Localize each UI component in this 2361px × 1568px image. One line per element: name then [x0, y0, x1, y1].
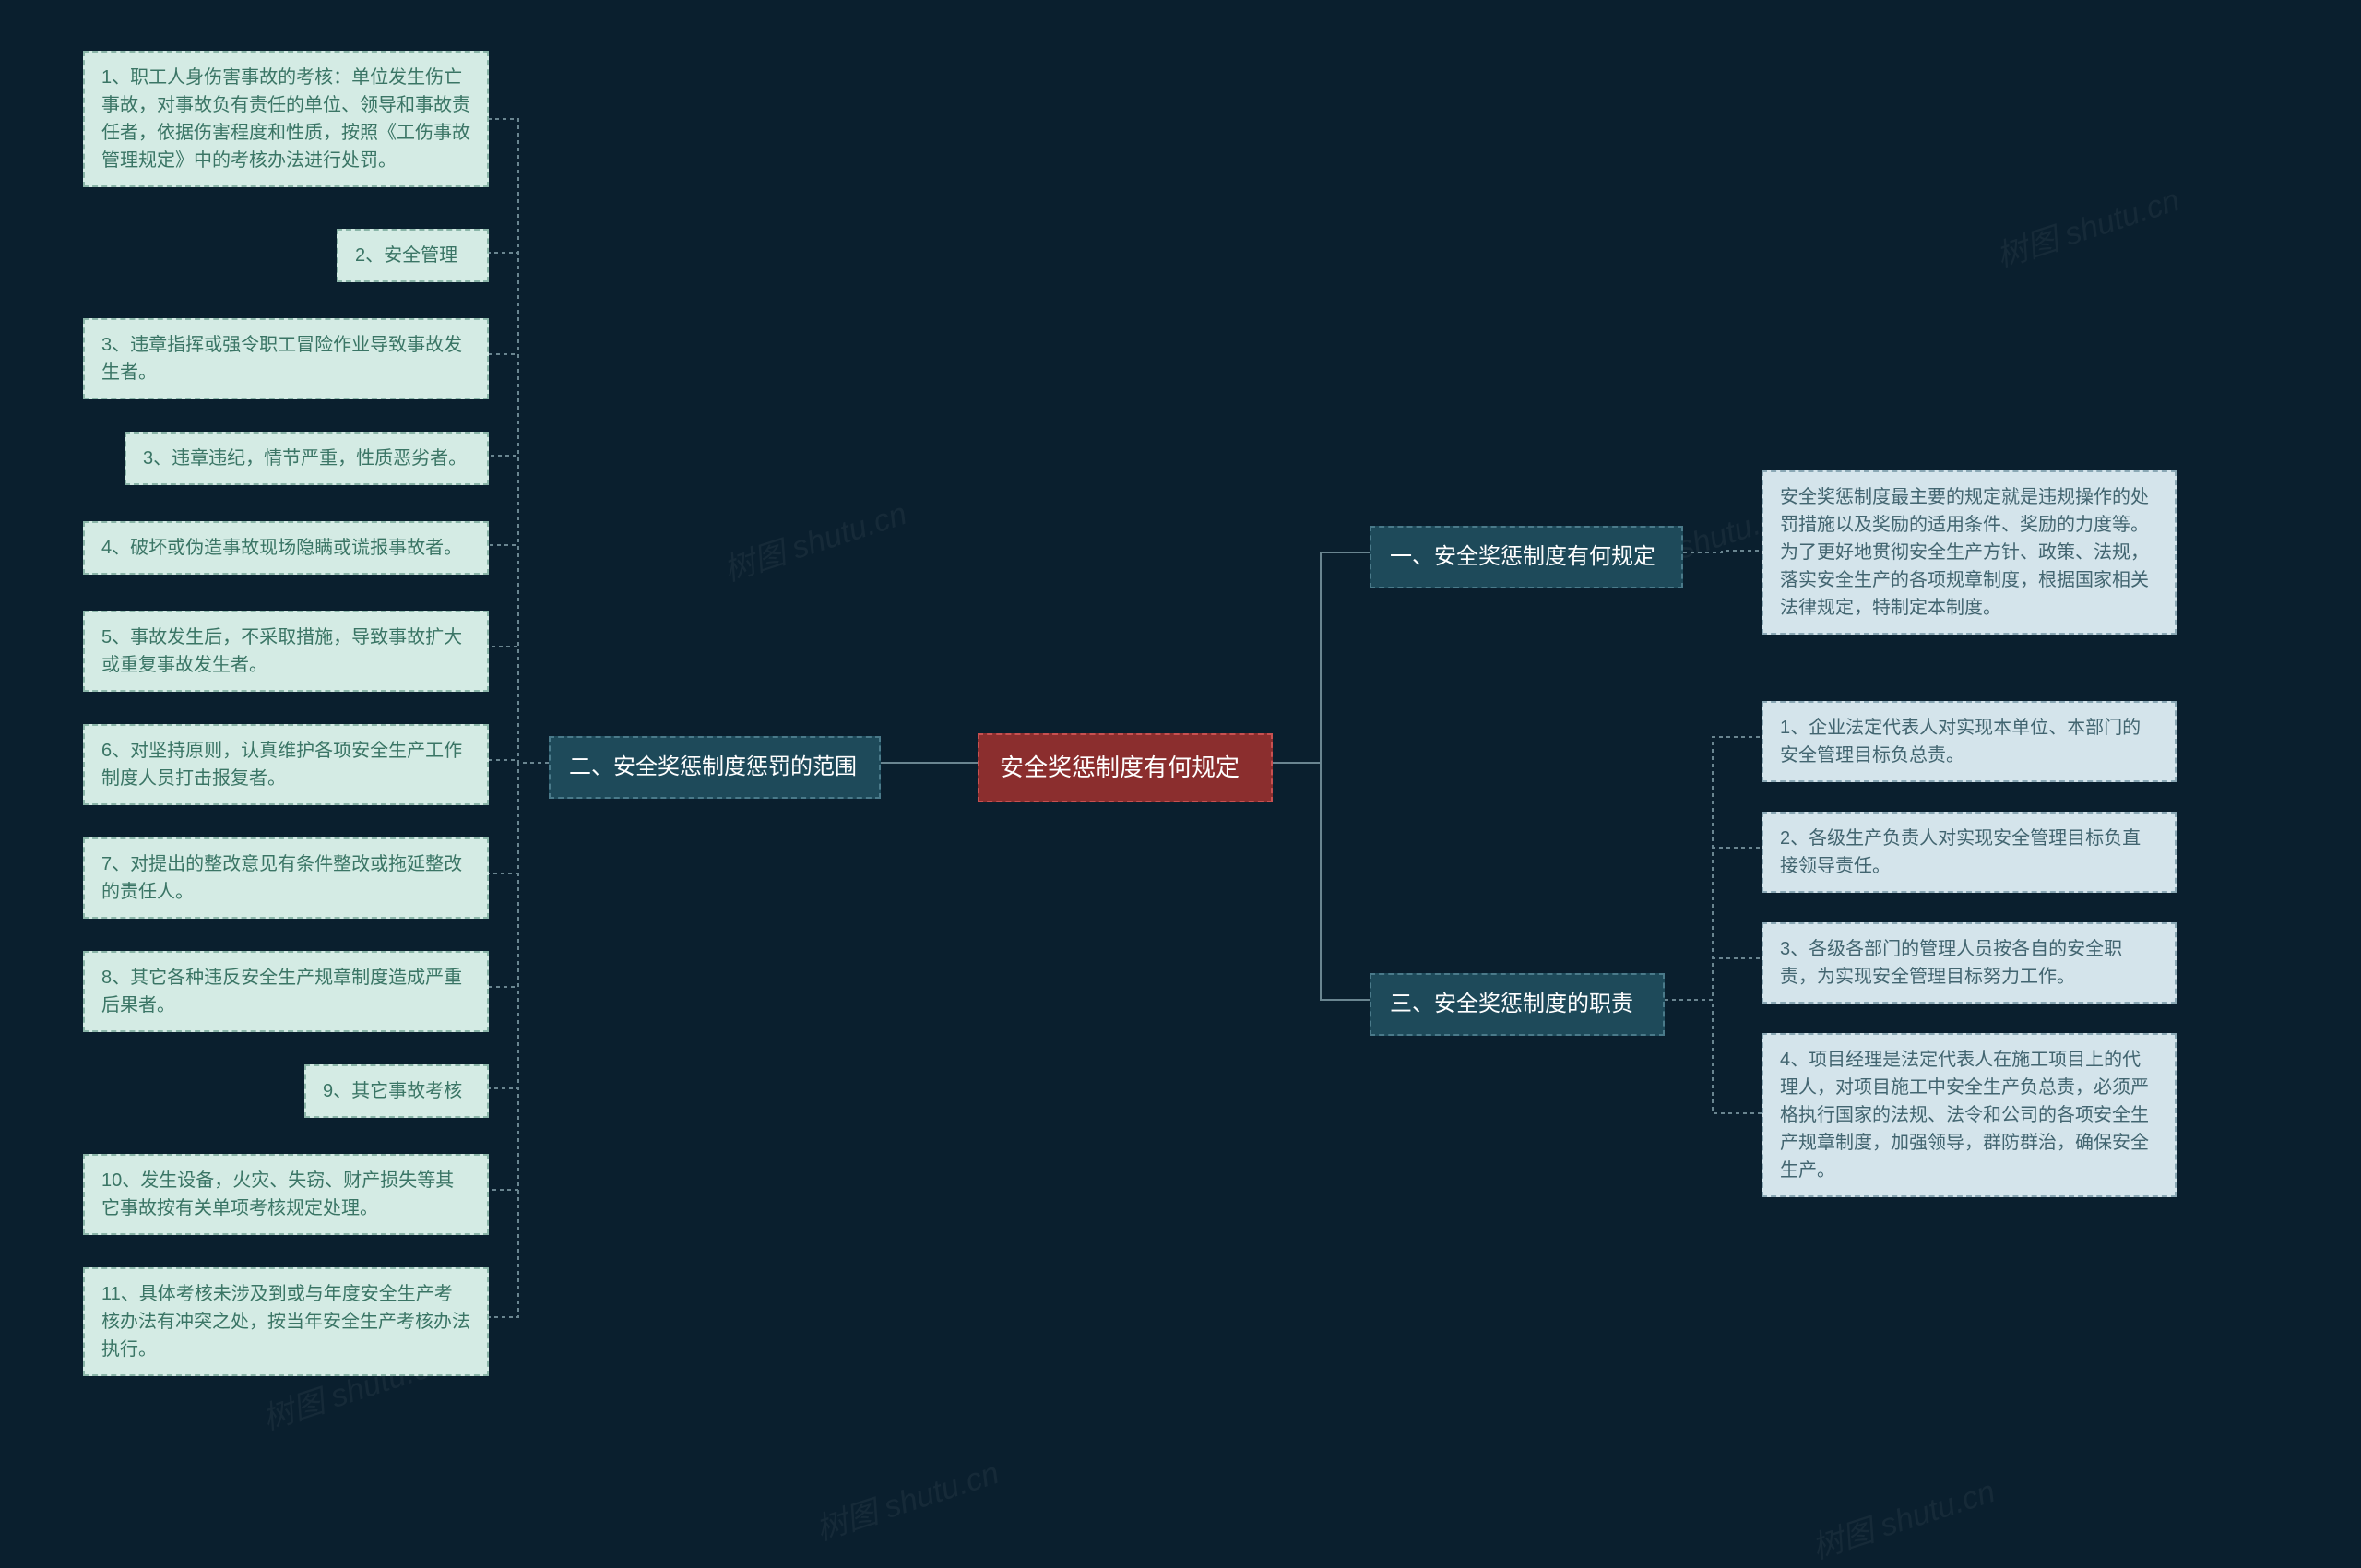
leaf-1-1[interactable]: 安全奖惩制度最主要的规定就是违规操作的处罚措施以及奖励的适用条件、奖励的力度等。…	[1762, 470, 2177, 635]
branch-section-2[interactable]: 二、安全奖惩制度惩罚的范围	[549, 736, 881, 799]
leaf-2-9[interactable]: 9、其它事故考核	[304, 1064, 489, 1118]
leaf-2-3[interactable]: 3、违章指挥或强令职工冒险作业导致事故发生者。	[83, 318, 489, 399]
leaf-2-11[interactable]: 11、具体考核未涉及到或与年度安全生产考核办法有冲突之处，按当年安全生产考核办法…	[83, 1267, 489, 1376]
root-node[interactable]: 安全奖惩制度有何规定	[978, 733, 1273, 802]
leaf-2-10[interactable]: 10、发生设备，火灾、失窃、财产损失等其它事故按有关单项考核规定处理。	[83, 1154, 489, 1235]
watermark: 树图 shutu.cn	[717, 488, 911, 589]
watermark: 树图 shutu.cn	[1989, 174, 2184, 276]
branch-section-1[interactable]: 一、安全奖惩制度有何规定	[1370, 526, 1683, 588]
watermark: 树图 shutu.cn	[1805, 1466, 1999, 1567]
leaf-2-1[interactable]: 1、职工人身伤害事故的考核：单位发生伤亡事故，对事故负有责任的单位、领导和事故责…	[83, 51, 489, 187]
leaf-3-2[interactable]: 2、各级生产负责人对实现安全管理目标负直接领导责任。	[1762, 812, 2177, 893]
leaf-2-7[interactable]: 7、对提出的整改意见有条件整改或拖延整改的责任人。	[83, 837, 489, 919]
leaf-3-1[interactable]: 1、企业法定代表人对实现本单位、本部门的安全管理目标负总责。	[1762, 701, 2177, 782]
leaf-2-2[interactable]: 2、安全管理	[337, 229, 489, 282]
leaf-2-5[interactable]: 5、事故发生后，不采取措施，导致事故扩大或重复事故发生者。	[83, 611, 489, 692]
leaf-2-4[interactable]: 4、破坏或伪造事故现场隐瞒或谎报事故者。	[83, 521, 489, 575]
leaf-2-6[interactable]: 6、对坚持原则，认真维护各项安全生产工作制度人员打击报复者。	[83, 724, 489, 805]
leaf-3-4[interactable]: 4、项目经理是法定代表人在施工项目上的代理人，对项目施工中安全生产负总责，必须严…	[1762, 1033, 2177, 1197]
branch-section-3[interactable]: 三、安全奖惩制度的职责	[1370, 973, 1665, 1036]
leaf-2-3b[interactable]: 3、违章违纪，情节严重，性质恶劣者。	[125, 432, 489, 485]
watermark: 树图 shutu.cn	[809, 1447, 1003, 1549]
leaf-2-8[interactable]: 8、其它各种违反安全生产规章制度造成严重后果者。	[83, 951, 489, 1032]
leaf-3-3[interactable]: 3、各级各部门的管理人员按各自的安全职责，为实现安全管理目标努力工作。	[1762, 922, 2177, 1004]
